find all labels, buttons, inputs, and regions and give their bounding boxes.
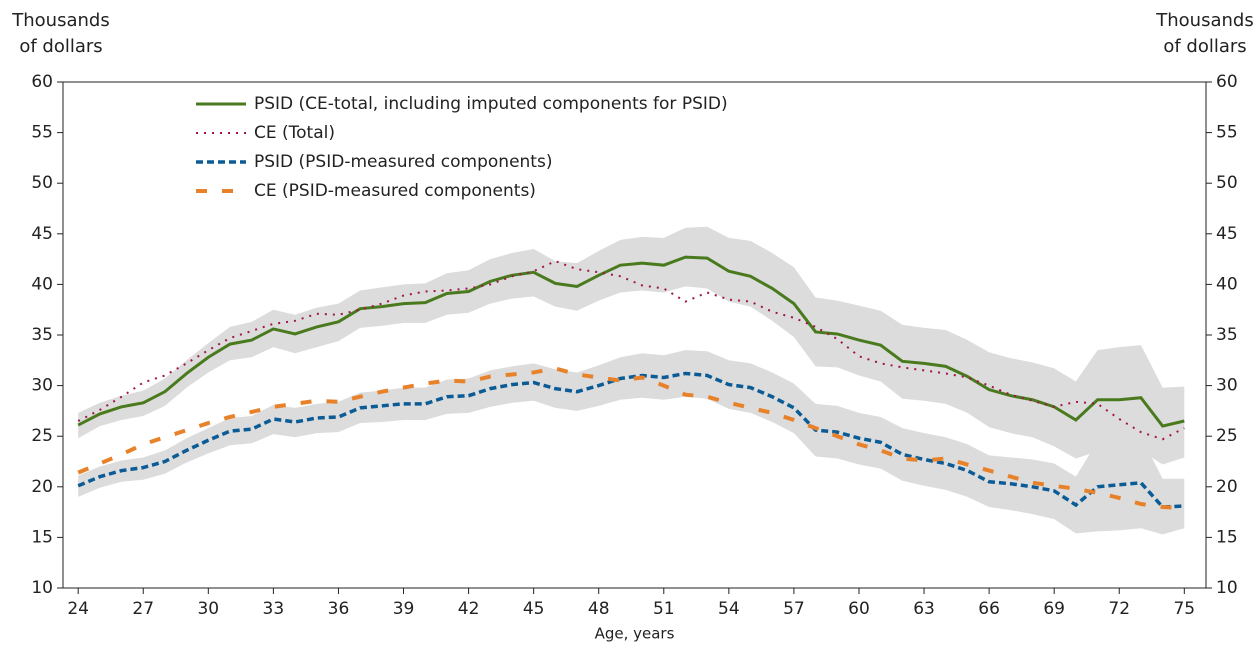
y2-axis-label: Thousands of dollars — [1156, 10, 1254, 57]
y2-tick-label: 30 — [1216, 376, 1238, 396]
y-tick-label: 50 — [31, 173, 53, 193]
x-tick-label: 66 — [978, 599, 1000, 619]
x-tick-label: 60 — [848, 599, 870, 619]
y-tick-label: 55 — [31, 123, 53, 143]
series-line — [77, 260, 1185, 441]
series-line — [77, 255, 1185, 428]
y-tick-label: 45 — [31, 224, 53, 244]
y-tick-label: 10 — [31, 578, 53, 598]
y2-tick-label: 55 — [1216, 123, 1238, 143]
y-tick-label: 20 — [31, 477, 53, 497]
x-tick-label: 48 — [588, 599, 610, 619]
y-tick-label: 60 — [31, 72, 53, 92]
y2-tick-label: 15 — [1216, 527, 1238, 547]
legend-label: PSID (CE-total, including imputed compon… — [254, 94, 728, 114]
x-tick-label: 42 — [458, 599, 480, 619]
x-tick-label: 33 — [263, 599, 285, 619]
y2-tick-label: 25 — [1216, 426, 1238, 446]
x-tick-label: 57 — [783, 599, 805, 619]
y-tick-label: 35 — [31, 325, 53, 345]
x-tick-label: 24 — [67, 599, 89, 619]
y-tick-label: 40 — [31, 274, 53, 294]
series-line — [77, 371, 1185, 509]
legend-label: PSID (PSID-measured components) — [254, 152, 552, 172]
y-axis-label: Thousands of dollars — [12, 10, 110, 57]
y2-tick-label: 50 — [1216, 173, 1238, 193]
y-tick-label: 15 — [31, 527, 53, 547]
x-tick-label: 27 — [132, 599, 154, 619]
x-tick-label: 63 — [913, 599, 935, 619]
x-tick-label: 36 — [328, 599, 350, 619]
x-tick-label: 30 — [197, 599, 219, 619]
x-tick-label: 69 — [1043, 599, 1065, 619]
y2-tick-label: 20 — [1216, 477, 1238, 497]
x-tick-label: 54 — [718, 599, 740, 619]
legend-label: CE (PSID-measured components) — [254, 181, 536, 201]
y2-tick-label: 10 — [1216, 578, 1238, 598]
y2-tick-label: 35 — [1216, 325, 1238, 345]
y2-tick-label: 40 — [1216, 274, 1238, 294]
y2-tick-label: 45 — [1216, 224, 1238, 244]
x-tick-label: 45 — [523, 599, 545, 619]
x-tick-label: 72 — [1108, 599, 1130, 619]
x-tick-label: 51 — [653, 599, 675, 619]
x-tick-label: 39 — [393, 599, 415, 619]
legend-label: CE (Total) — [254, 123, 335, 143]
y-tick-label: 25 — [31, 426, 53, 446]
x-tick-label: 75 — [1173, 599, 1195, 619]
x-axis-label: Age, years — [595, 625, 675, 643]
y-tick-label: 30 — [31, 376, 53, 396]
y2-tick-label: 60 — [1216, 72, 1238, 92]
confidence-band — [78, 226, 1185, 465]
